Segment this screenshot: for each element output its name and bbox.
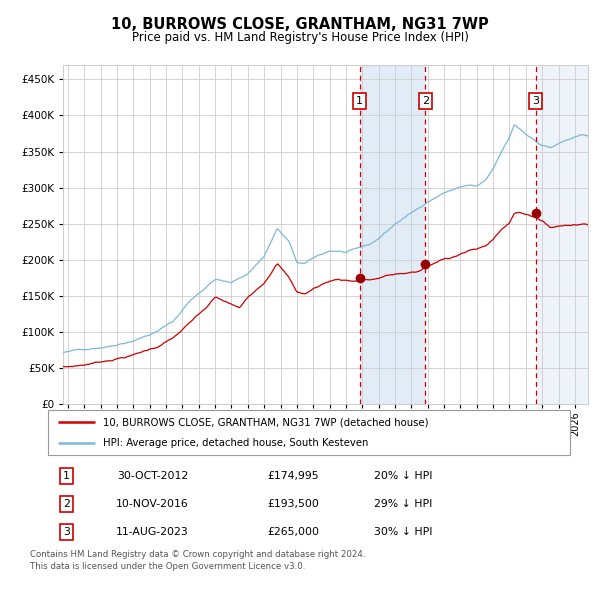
Text: 2: 2: [63, 499, 70, 509]
Text: £193,500: £193,500: [268, 499, 319, 509]
Bar: [359, 65, 425, 404]
Text: 30-OCT-2012: 30-OCT-2012: [117, 471, 188, 481]
Text: 3: 3: [63, 527, 70, 537]
Text: 20% ↓ HPI: 20% ↓ HPI: [374, 471, 432, 481]
Text: 2: 2: [422, 96, 429, 106]
Text: 10, BURROWS CLOSE, GRANTHAM, NG31 7WP: 10, BURROWS CLOSE, GRANTHAM, NG31 7WP: [111, 17, 489, 31]
Text: 29% ↓ HPI: 29% ↓ HPI: [374, 499, 432, 509]
Text: HPI: Average price, detached house, South Kesteven: HPI: Average price, detached house, Sout…: [103, 438, 368, 448]
Text: Price paid vs. HM Land Registry's House Price Index (HPI): Price paid vs. HM Land Registry's House …: [131, 31, 469, 44]
Text: 10, BURROWS CLOSE, GRANTHAM, NG31 7WP (detached house): 10, BURROWS CLOSE, GRANTHAM, NG31 7WP (d…: [103, 417, 428, 427]
Text: Contains HM Land Registry data © Crown copyright and database right 2024.: Contains HM Land Registry data © Crown c…: [30, 550, 365, 559]
Bar: [536, 65, 588, 404]
Text: This data is licensed under the Open Government Licence v3.0.: This data is licensed under the Open Gov…: [30, 562, 305, 571]
Text: 30% ↓ HPI: 30% ↓ HPI: [374, 527, 432, 537]
Text: 1: 1: [356, 96, 363, 106]
Text: £174,995: £174,995: [268, 471, 319, 481]
Text: 10-NOV-2016: 10-NOV-2016: [116, 499, 189, 509]
Text: £265,000: £265,000: [268, 527, 319, 537]
Text: 3: 3: [532, 96, 539, 106]
Text: 1: 1: [63, 471, 70, 481]
Text: 11-AUG-2023: 11-AUG-2023: [116, 527, 189, 537]
Bar: [536, 65, 588, 404]
